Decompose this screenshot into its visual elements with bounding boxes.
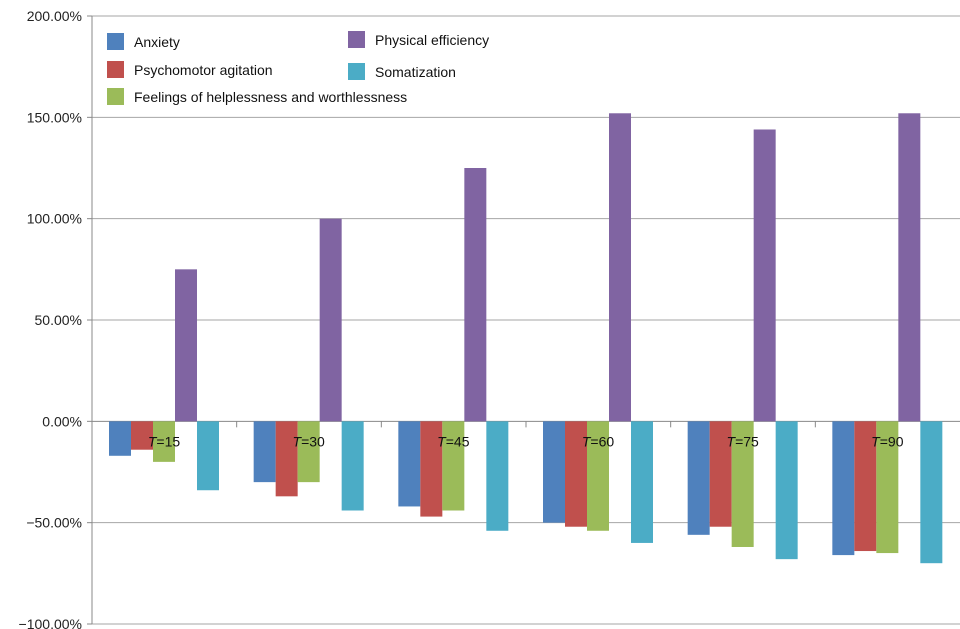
category-labels: T=15 T=30 T=45 T=60 T=75 T=90 [148,433,904,449]
y-tick-label: 50.00% [35,312,82,328]
category-label: T=75 [727,433,760,449]
bar-psychomotor-agitation [854,421,877,552]
bar-physical-efficiency [609,113,631,422]
bar-somatization [197,421,219,491]
bars [109,113,943,564]
bar-psychomotor-agitation [565,421,587,527]
legend-label: Somatization [375,64,456,80]
bar-feelings-of-helplessness-and-worthlessness [297,421,320,483]
legend: Anxiety Physical efficiency Psychomotor ag… [107,31,489,105]
bar-anxiety [832,421,855,556]
y-tick-label: 150.00% [27,109,82,125]
y-tick-label: 0.00% [42,413,82,429]
bar-feelings-of-helplessness-and-worthlessness [442,421,465,511]
y-axis: 200.00% 150.00% 100.00% 50.00% 0.00% −50.00% −… [19,8,816,629]
category-label: T=30 [293,433,326,449]
category-label: T=15 [148,433,181,449]
bar-feelings-of-helplessness-and-worthlessness [587,421,609,531]
bar-somatization [920,421,943,564]
bar-anxiety [687,421,710,535]
legend-swatch [107,88,124,105]
bar-physical-efficiency [175,269,197,422]
category-label: T=45 [437,433,470,449]
category-label: T=60 [582,433,615,449]
bar-feelings-of-helplessness-and-worthlessness [876,421,899,554]
legend-label: Anxiety [134,34,180,50]
bar-somatization [341,421,364,511]
y-tick-label: 100.00% [27,211,82,227]
bar-somatization [486,421,509,531]
bar-physical-efficiency [319,218,342,422]
legend-label: Psychomotor agitation [134,62,273,78]
y-tick-label: −50.00% [26,515,82,531]
bar-physical-efficiency [464,168,487,422]
bar-anxiety [398,421,421,507]
bar-physical-efficiency [753,129,776,422]
legend-label: Physical efficiency [375,32,489,48]
bar-anxiety [109,421,131,456]
bar-anxiety [253,421,276,483]
legend-swatch [348,31,365,48]
bar-feelings-of-helplessness-and-worthlessness [153,421,175,462]
legend-swatch [107,33,124,50]
category-label: T=90 [871,433,904,449]
bar-physical-efficiency [898,113,921,422]
y-tick-label: 200.00% [27,8,82,24]
bar-psychomotor-agitation [131,421,153,450]
legend-swatch [107,61,124,78]
bar-feelings-of-helplessness-and-worthlessness [731,421,754,547]
bar-psychomotor-agitation [709,421,732,527]
bar-somatization [775,421,798,560]
legend-swatch [348,63,365,80]
bar-anxiety [543,421,565,523]
bar-somatization [631,421,653,543]
bar-psychomotor-agitation [420,421,443,517]
y-tick-label: −100.00% [19,616,82,629]
bar-psychomotor-agitation [275,421,298,497]
legend-label: Feelings of helplessness and worthlessne… [134,89,407,105]
gridlines [92,15,960,625]
